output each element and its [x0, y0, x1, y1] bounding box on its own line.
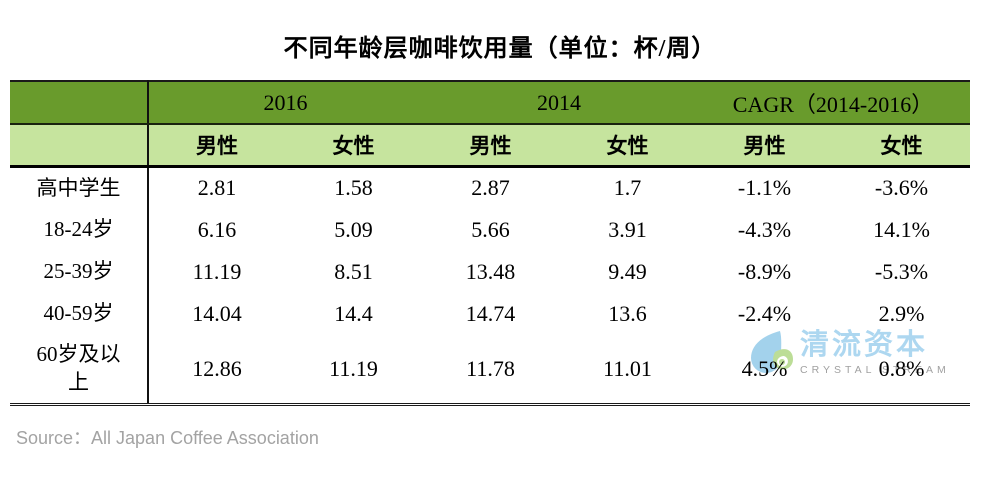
data-cell: 13.6: [608, 300, 647, 326]
watermark-cn: 清流资本: [800, 329, 929, 361]
table-row: 25-39岁 11.19 8.51 13.48 9.49 -8.9% -5.3%: [10, 250, 970, 293]
row-label: 18-24岁: [10, 208, 149, 251]
sub-header-male: 男性: [148, 124, 285, 168]
data-cell: -4.3%: [737, 216, 792, 242]
data-cell: 8.51: [334, 258, 373, 284]
coffee-consumption-table: 2016 2014 CAGR（2014-2016） 男性 女性 男性 女性 男性…: [10, 80, 970, 406]
sub-header-female: 女性: [833, 124, 970, 168]
watermark: 清流资本 CRYSTAL STREAM: [748, 328, 950, 376]
data-cell: 1.7: [613, 175, 642, 201]
data-cell: 14.4: [334, 300, 373, 326]
table-row: 高中学生 2.81 1.58 2.87 1.7 -1.1% -3.6%: [10, 166, 970, 209]
group-header-cagr: CAGR（2014-2016）: [696, 81, 970, 125]
group-header-2014: 2014: [422, 81, 696, 125]
data-cell: 3.91: [608, 216, 647, 242]
table-row: 40-59岁 14.04 14.4 14.74 13.6 -2.4% 2.9%: [10, 292, 970, 335]
data-cell: -3.6%: [874, 175, 929, 201]
group-header-2016: 2016: [148, 81, 422, 125]
data-cell: 2.9%: [878, 300, 925, 326]
crystal-stream-logo-icon: [751, 331, 794, 373]
data-cell: 14.04: [192, 300, 242, 326]
data-cell: 2.81: [197, 175, 237, 201]
watermark-en: CRYSTAL STREAM: [800, 364, 950, 376]
row-label: 25-39岁: [10, 250, 149, 293]
sub-header-female: 女性: [559, 124, 696, 168]
data-cell: 11.19: [329, 355, 378, 381]
source-note: Source：All Japan Coffee Association: [16, 428, 319, 448]
data-cell: 14.74: [465, 300, 516, 326]
data-cell: 0.8%: [878, 355, 925, 381]
corner-cell: [10, 81, 149, 125]
data-cell: 9.49: [608, 258, 647, 284]
data-cell: 5.09: [334, 216, 373, 242]
data-cell: -1.1%: [737, 175, 792, 201]
row-label: 高中学生: [10, 166, 149, 209]
row-label: 60岁及以 上: [10, 334, 149, 405]
data-cell: 1.58: [334, 175, 373, 201]
data-cell: -8.9%: [737, 258, 792, 284]
corner-cell: [10, 124, 149, 168]
data-cell: 12.86: [192, 355, 242, 381]
sub-header-male: 男性: [422, 124, 559, 168]
data-cell: 6.16: [197, 216, 237, 242]
table-row: 60岁及以 上 12.86 11.19 11.78 11.01 4.5% 0.8…: [10, 334, 970, 405]
data-cell: -2.4%: [737, 300, 792, 326]
group-header-row: 2016 2014 CAGR（2014-2016）: [10, 81, 970, 125]
row-label: 40-59岁: [10, 292, 149, 335]
sub-header-female: 女性: [285, 124, 422, 168]
watermark-text: 清流资本 CRYSTAL STREAM: [800, 328, 950, 376]
data-cell: 2.87: [471, 175, 510, 201]
sub-header-row: 男性 女性 男性 女性 男性 女性: [10, 124, 970, 168]
sub-header-male: 男性: [696, 124, 833, 168]
data-cell: 11.78: [466, 355, 515, 381]
data-cell: 11.01: [603, 355, 652, 381]
data-cell: 13.48: [465, 258, 516, 284]
table-row: 18-24岁 6.16 5.09 5.66 3.91 -4.3% 14.1%: [10, 208, 970, 251]
page-title: 不同年龄层咖啡饮用量（单位：杯/周）: [283, 36, 717, 62]
data-cell: 4.5%: [741, 355, 788, 381]
data-cell: -5.3%: [874, 258, 929, 284]
data-cell: 11.19: [192, 258, 242, 284]
data-cell: 14.1%: [873, 216, 930, 242]
data-cell: 5.66: [471, 216, 510, 242]
